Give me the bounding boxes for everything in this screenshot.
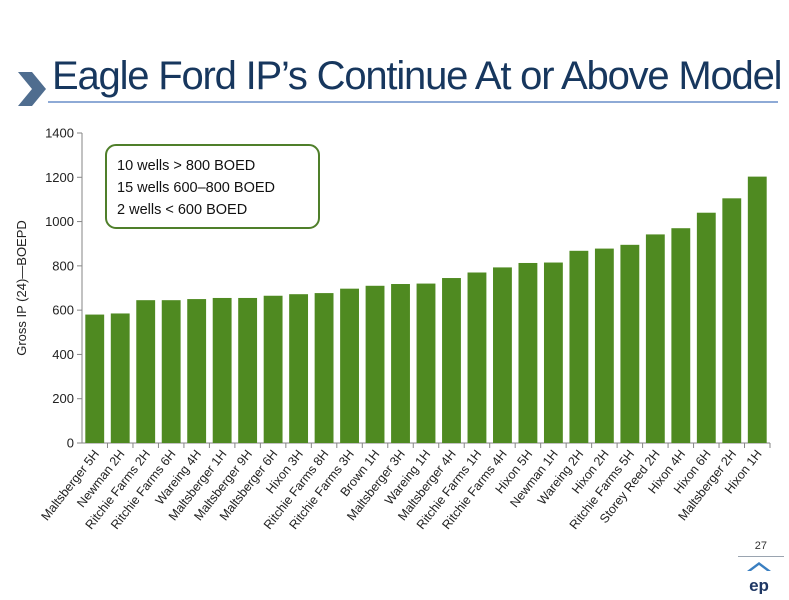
bar: [136, 300, 156, 443]
bar: [467, 272, 487, 443]
bar: [391, 284, 410, 443]
bar: [340, 288, 359, 443]
y-tick-label: 800: [52, 258, 74, 273]
bar: [263, 295, 283, 443]
bar: [722, 198, 742, 443]
slide-header: Eagle Ford IP’s Continue At or Above Mod…: [0, 0, 789, 110]
page-number: 27: [754, 540, 767, 552]
bar: [645, 234, 665, 443]
bar: [518, 262, 538, 443]
annotation-line: 15 wells 600–800 BOED: [117, 180, 275, 196]
annotation-line: 2 wells < 600 BOED: [117, 202, 247, 218]
bar: [365, 285, 385, 443]
slide-title: Eagle Ford IP’s Continue At or Above Mod…: [52, 54, 783, 98]
y-tick-label: 1200: [45, 170, 74, 185]
ep-logo-icon: ep: [747, 562, 771, 594]
chevron-right-icon: [18, 72, 46, 106]
y-tick-label: 200: [52, 391, 74, 406]
bar: [493, 267, 512, 443]
y-tick-label: 0: [67, 436, 74, 451]
annotation-box: [105, 144, 320, 229]
bar: [416, 283, 436, 443]
annotation-line: 10 wells > 800 BOED: [117, 158, 255, 174]
bar: [696, 212, 716, 443]
y-tick-label: 1400: [45, 126, 74, 141]
svg-text:ep: ep: [749, 576, 769, 594]
bar: [212, 297, 232, 443]
y-tick-label: 600: [52, 303, 74, 318]
bar: [594, 248, 614, 443]
bar: [442, 278, 461, 443]
bar: [671, 228, 691, 443]
bar: [238, 297, 258, 443]
y-tick-label: 400: [52, 347, 74, 362]
bar: [85, 314, 105, 443]
bar: [543, 262, 563, 443]
bar: [314, 293, 334, 443]
bar: [110, 313, 130, 443]
y-axis-label: Gross IP (24)—BOEPD: [14, 220, 29, 356]
bar: [747, 176, 767, 443]
title-underline: [48, 101, 778, 103]
bar: [289, 294, 309, 443]
y-tick-label: 1000: [45, 214, 74, 229]
bar: [569, 250, 589, 443]
bar: [161, 300, 181, 443]
bar: [187, 299, 207, 443]
bar: [620, 244, 640, 443]
page-number-rule: [738, 556, 784, 557]
